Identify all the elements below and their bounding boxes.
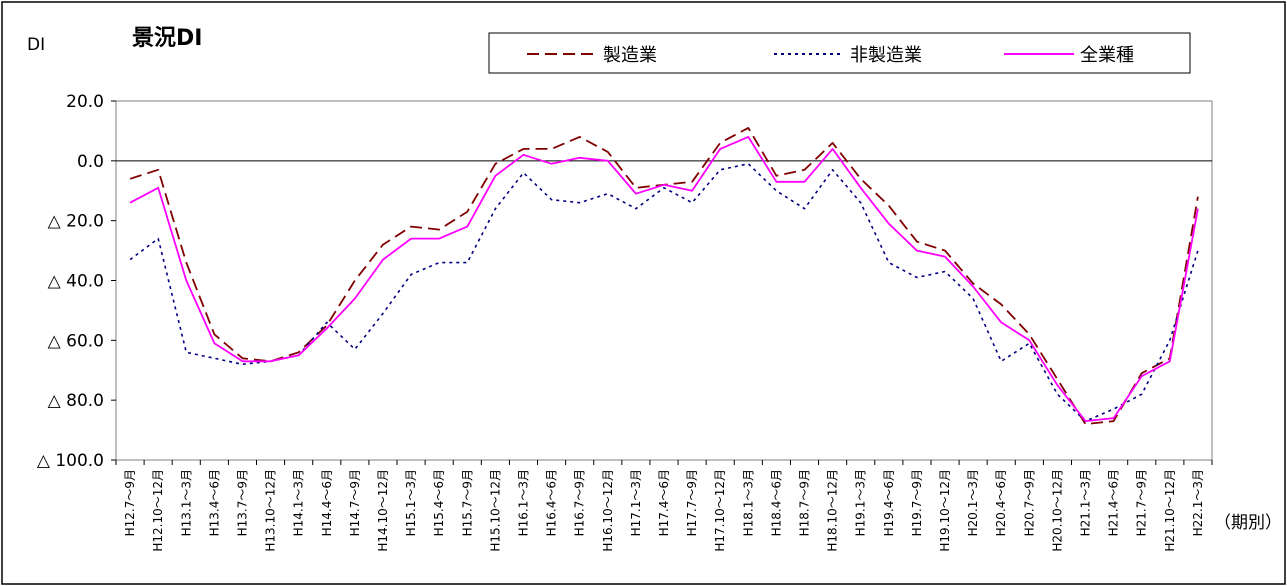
chart-title: 景況DI <box>132 26 202 51</box>
x-tick-label: H21.1～3月 <box>1079 469 1093 536</box>
x-tick-label: H17.7～9月 <box>685 469 699 536</box>
x-axis-label: （期別） <box>1214 513 1282 533</box>
legend-label: 非製造業 <box>850 45 922 66</box>
x-tick-label: H15.1～3月 <box>404 469 418 536</box>
y-tick-label: 0.0 <box>77 152 104 172</box>
x-tick-label: H20.10～12月 <box>1050 469 1064 552</box>
x-tick-label: H13.7～9月 <box>235 469 249 536</box>
x-tick-label: H14.1～3月 <box>292 469 306 536</box>
y-tick-label: △ 80.0 <box>48 391 104 411</box>
x-tick-label: H14.4～6月 <box>320 469 334 536</box>
y-tick-label: 20.0 <box>66 92 104 112</box>
x-tick-label: H21.4～6月 <box>1107 469 1121 536</box>
series-line <box>129 135 1199 423</box>
y-tick-label: △ 100.0 <box>37 451 104 471</box>
x-tick-label: H18.1～3月 <box>741 469 755 536</box>
x-tick-label: H19.10～12月 <box>938 469 952 552</box>
x-tick-label: H18.7～9月 <box>798 469 812 536</box>
x-tick-label: H15.7～9月 <box>460 469 474 536</box>
x-tick-label: H16.4～6月 <box>545 469 559 536</box>
legend: 製造業 非製造業 全業種 <box>488 32 1191 74</box>
x-tick-label: H17.10～12月 <box>713 469 727 552</box>
x-tick-label: H20.7～9月 <box>1022 469 1036 536</box>
x-tick-label: H19.7～9月 <box>910 469 924 536</box>
y-tick-label: △ 40.0 <box>48 272 104 292</box>
y-axis-label: DI <box>27 35 45 55</box>
series-line <box>129 163 1199 422</box>
x-tick-label: H13.10～12月 <box>264 469 278 552</box>
x-tick-label: H14.7～9月 <box>348 469 362 536</box>
x-tick-label: H16.1～3月 <box>516 469 530 536</box>
y-tick-label: △ 20.0 <box>48 212 104 232</box>
x-tick-label: H13.1～3月 <box>179 469 193 536</box>
x-tick-label: H20.1～3月 <box>966 469 980 536</box>
x-tick-label: H12.7～9月 <box>123 469 137 536</box>
legend-label: 全業種 <box>1080 45 1134 66</box>
plot-area <box>115 100 1213 461</box>
x-tick-label: H20.4～6月 <box>994 469 1008 536</box>
x-tick-label: H18.10～12月 <box>826 469 840 552</box>
x-tick-label: H19.4～6月 <box>882 469 896 536</box>
x-tick-label: H15.4～6月 <box>432 469 446 536</box>
x-tick-label: H19.1～3月 <box>854 469 868 536</box>
x-tick-label: H15.10～12月 <box>488 469 502 552</box>
x-tick-label: H12.10～12月 <box>151 469 165 552</box>
x-tick-label: H17.4～6月 <box>657 469 671 536</box>
y-tick-label: △ 60.0 <box>48 331 104 351</box>
series-lines <box>129 127 1199 426</box>
x-tick-label: H21.7～9月 <box>1135 469 1149 536</box>
x-tick-label: H13.4～6月 <box>207 469 221 536</box>
x-axis: H12.7～9月 H12.10～12月 H13.1～3月 H13.4～6月 H13.7～… <box>115 460 1213 552</box>
x-tick-label: H14.10～12月 <box>376 469 390 552</box>
x-tick-label: H16.10～12月 <box>601 469 615 552</box>
x-tick-label: H21.10～12月 <box>1163 469 1177 552</box>
x-tick-label: H18.4～6月 <box>769 469 783 536</box>
x-tick-label: H16.7～9月 <box>573 469 587 536</box>
legend-label: 製造業 <box>603 45 657 66</box>
y-axis: 20.0 0.0 △ 20.0 △ 40.0 △ 60.0 △ 80.0 △ 100.0 <box>37 92 116 471</box>
x-tick-label: H17.1～3月 <box>629 469 643 536</box>
x-tick-label: H22.1～3月 <box>1191 469 1205 536</box>
